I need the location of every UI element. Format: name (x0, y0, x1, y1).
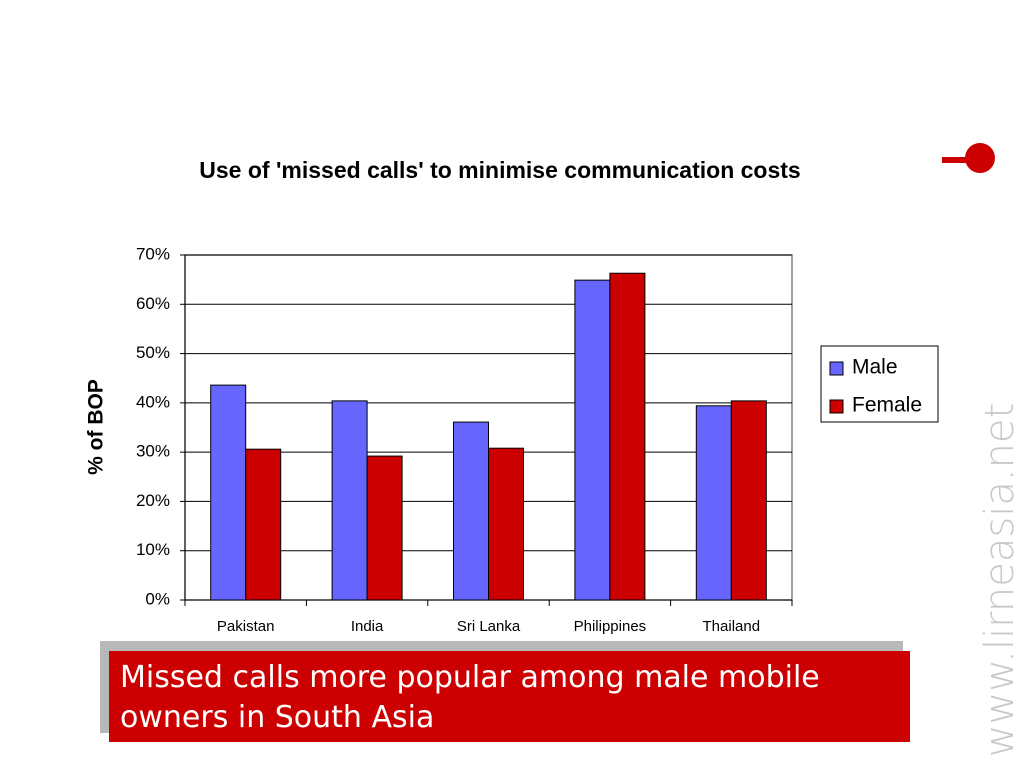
bar (366, 455, 403, 601)
x-tick-label: Sri Lanka (457, 618, 521, 635)
x-tick-label: India (351, 618, 384, 635)
y-axis-label: % of BOP (85, 379, 108, 475)
watermark: www.lirneasia.net (977, 402, 1023, 758)
y-tick-label: 70% (136, 244, 170, 263)
caption: Missed calls more popular among male mob… (109, 651, 910, 742)
x-tick-label: Thailand (703, 618, 761, 635)
x-tick-label: Philippines (574, 618, 647, 635)
bar (730, 400, 767, 601)
bar (331, 400, 368, 601)
bar (574, 279, 611, 601)
legend-label: Male (852, 356, 898, 379)
y-tick-label: 30% (136, 442, 170, 461)
legend-swatch (829, 361, 844, 376)
y-tick-label: 0% (145, 589, 170, 608)
y-tick-label: 10% (136, 540, 170, 559)
bar (210, 384, 247, 601)
bar (245, 448, 282, 601)
x-tick-label: Pakistan (217, 618, 275, 635)
y-tick-label: 60% (136, 294, 170, 313)
chart-title: Use of 'missed calls' to minimise commun… (199, 157, 801, 183)
bar (609, 272, 646, 601)
legend-label: Female (852, 394, 922, 417)
y-tick-label: 40% (136, 392, 170, 411)
bar (695, 405, 732, 601)
logo-dot (965, 143, 995, 173)
bar (488, 447, 524, 601)
bar (453, 421, 489, 601)
y-tick-label: 50% (136, 343, 170, 362)
legend-swatch (829, 399, 844, 414)
y-tick-label: 20% (136, 491, 170, 510)
